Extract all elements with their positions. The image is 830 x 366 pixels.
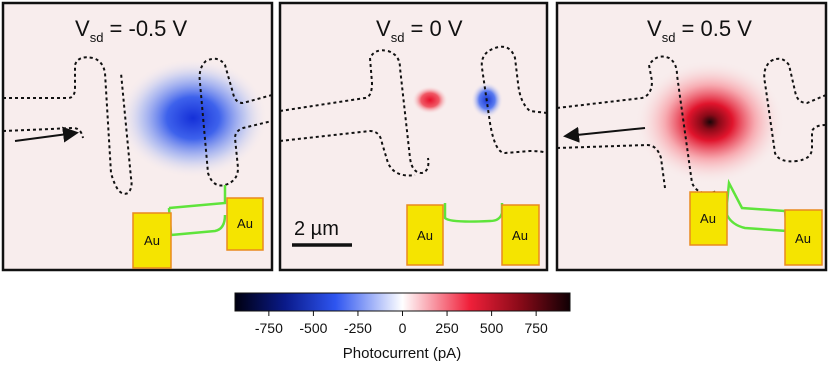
panel: Au Au 2 µm Vsd = 0 V — [278, 1, 549, 272]
electrode-outline — [763, 57, 827, 163]
colorbar-label: Photocurrent (pA) — [343, 345, 461, 362]
electrode-outline — [556, 55, 718, 195]
pad-label: Au — [144, 233, 160, 248]
photocurrent-spot — [635, 60, 785, 184]
title-sub: sd — [90, 30, 104, 45]
colorbar-tick-label: 250 — [435, 320, 459, 336]
colorbar-tick-label: 750 — [524, 320, 548, 336]
panel-title: Vsd = 0.5 V — [647, 16, 752, 45]
pad-label: Au — [512, 228, 528, 243]
title-rest: = 0 V — [404, 16, 462, 41]
gold-pad — [689, 191, 728, 246]
device-outline — [725, 178, 789, 233]
current-arrow — [14, 126, 79, 143]
pad-label: Au — [417, 228, 433, 243]
title-rest: = -0.5 V — [103, 16, 187, 41]
scale-bar-label: 2 µm — [294, 218, 339, 240]
pad-label: Au — [700, 211, 716, 226]
title-main: V — [376, 16, 391, 41]
title-main: V — [647, 16, 662, 41]
colorbar-tick-label: -500 — [299, 320, 327, 336]
electrode-outline — [279, 49, 430, 177]
colorbar — [234, 292, 571, 312]
colorbar-tick-label: 0 — [399, 320, 407, 336]
title-rest: = 0.5 V — [675, 16, 752, 41]
title-sub: sd — [662, 30, 676, 45]
colorbar-tick-label: -250 — [344, 320, 372, 336]
panel-title: Vsd = -0.5 V — [75, 16, 188, 45]
gold-pad — [406, 204, 444, 266]
device-outline — [443, 203, 504, 223]
photocurrent-spot — [118, 58, 268, 178]
gold-pad — [784, 209, 823, 266]
current-arrow — [563, 126, 646, 143]
panel-title: Vsd = 0 V — [376, 16, 463, 45]
electrode-outline — [2, 56, 133, 195]
gold-pad — [501, 204, 540, 266]
title-main: V — [75, 16, 90, 41]
gold-pad — [132, 212, 172, 269]
colorbar-tick-label: -750 — [255, 320, 283, 336]
panel: Au Au Vsd = 0.5 V — [555, 1, 828, 272]
colorbar-tick-label: 500 — [480, 320, 504, 336]
device-outline — [167, 185, 227, 237]
title-sub: sd — [391, 30, 405, 45]
electrode-outline — [480, 45, 548, 155]
pad-label: Au — [795, 231, 811, 246]
panel: Au Au Vsd = -0.5 V — [1, 1, 274, 272]
pad-label: Au — [237, 216, 253, 231]
photocurrent-spot — [412, 86, 448, 114]
gold-pad — [226, 197, 264, 251]
